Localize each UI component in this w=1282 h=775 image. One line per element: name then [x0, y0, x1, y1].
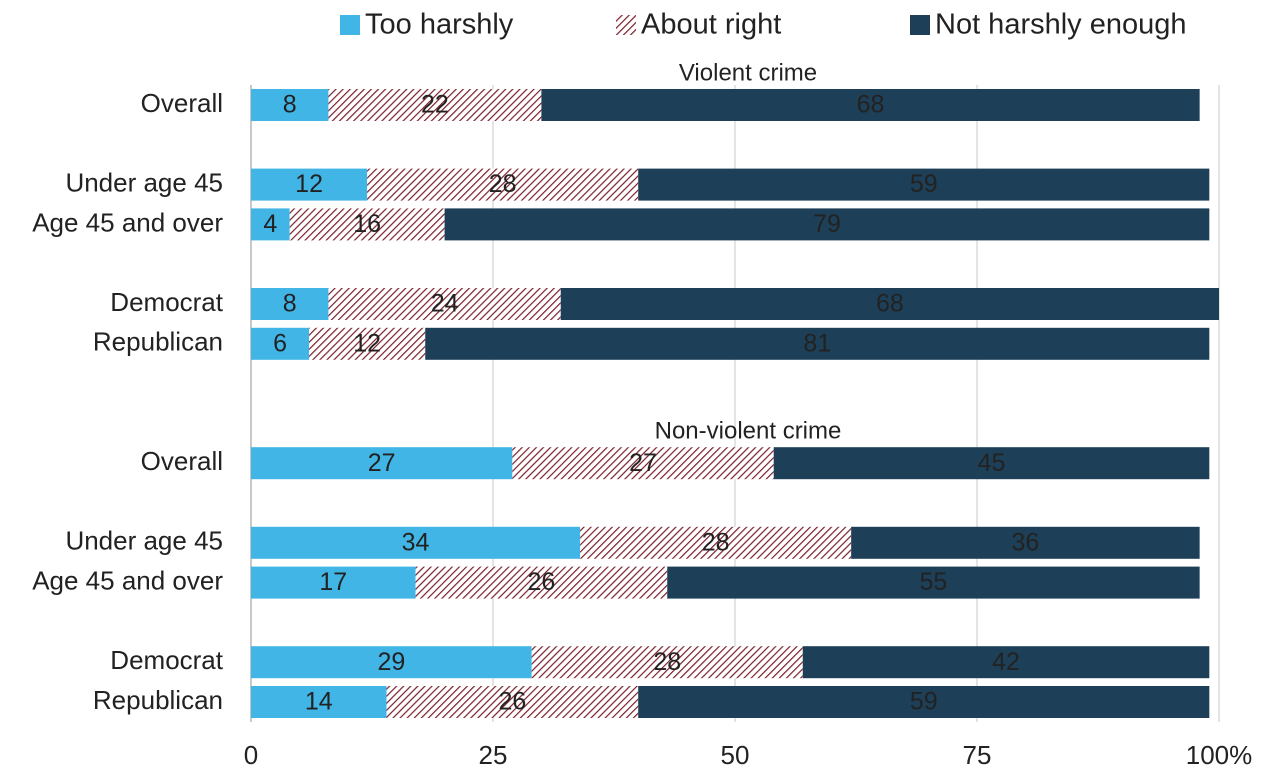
bar-segment	[560, 288, 1219, 320]
bar-segment	[251, 686, 387, 718]
bar-segment	[773, 447, 1210, 480]
x-tick-label: 25	[479, 740, 508, 770]
bar-segment	[251, 447, 513, 480]
y-tick-label: Republican	[93, 327, 223, 357]
y-tick-label: Overall	[141, 88, 223, 118]
y-tick-label: Under age 45	[65, 526, 223, 556]
x-tick-label: 50	[721, 740, 750, 770]
legend-swatch	[616, 15, 636, 35]
y-tick-label: Republican	[93, 685, 223, 715]
bar-segment	[851, 526, 1200, 559]
bar-segment	[415, 566, 668, 599]
bar-segment	[638, 168, 1210, 201]
value-label: 26	[527, 568, 555, 596]
bar-segment	[251, 208, 290, 241]
bar-segment	[580, 526, 852, 559]
value-label: 29	[377, 648, 405, 676]
value-label: 17	[319, 568, 347, 596]
bar-segment	[251, 566, 416, 599]
value-label: 68	[857, 91, 885, 119]
bar-segment	[251, 89, 329, 121]
bar-segment	[251, 327, 310, 360]
value-label: 79	[813, 210, 841, 238]
legend-label: Not harshly enough	[935, 9, 1187, 41]
value-label: 27	[629, 449, 657, 477]
value-label: 4	[263, 210, 277, 238]
value-label: 14	[305, 688, 333, 716]
value-label: 6	[273, 329, 287, 357]
value-label: 59	[910, 170, 938, 198]
legend-swatch	[910, 15, 930, 35]
value-label: 8	[283, 91, 297, 119]
bar-segment	[251, 526, 581, 559]
value-label: 81	[803, 329, 831, 357]
y-tick-label: Democrat	[110, 287, 223, 317]
value-label: 59	[910, 688, 938, 716]
y-tick-label: Age 45 and over	[32, 207, 223, 237]
y-tick-label: Age 45 and over	[32, 565, 223, 595]
legend-swatch	[340, 15, 360, 35]
value-label: 36	[1011, 528, 1039, 556]
x-tick-label: 100%	[1186, 740, 1253, 770]
bar-segment	[309, 327, 426, 360]
bar-segment	[328, 288, 561, 320]
value-label: 27	[368, 449, 396, 477]
bar-segment	[512, 447, 774, 480]
value-label: 42	[992, 648, 1020, 676]
value-label: 24	[431, 290, 459, 318]
value-label: 28	[702, 528, 730, 556]
value-label: 68	[876, 290, 904, 318]
value-label: 8	[283, 290, 297, 318]
group-label: Non-violent crime	[655, 418, 842, 445]
bar-segment	[541, 89, 1200, 121]
bar-segment	[251, 168, 368, 201]
group-label: Violent crime	[679, 59, 817, 86]
x-tick-label: 75	[963, 740, 992, 770]
value-label: 55	[920, 568, 948, 596]
bar-segment	[251, 646, 532, 679]
bar-segment	[425, 327, 1210, 360]
legend-label: Too harshly	[365, 9, 514, 41]
value-label: 12	[295, 170, 323, 198]
y-tick-label: Overall	[141, 446, 223, 476]
value-label: 16	[353, 210, 381, 238]
bar-segment	[638, 686, 1210, 718]
bar-segment	[667, 566, 1200, 599]
bar-segment	[251, 288, 329, 320]
value-label: 28	[653, 648, 681, 676]
y-tick-label: Democrat	[110, 645, 223, 675]
value-label: 34	[402, 528, 430, 556]
bar-segment	[802, 646, 1210, 679]
bar-segment	[367, 168, 639, 201]
x-tick-label: 0	[244, 740, 258, 770]
value-label: 28	[489, 170, 517, 198]
bar-segment	[386, 686, 639, 718]
legend-label: About right	[641, 9, 781, 41]
bar-segment	[531, 646, 803, 679]
value-label: 26	[498, 688, 526, 716]
bar-segment	[444, 208, 1210, 241]
bar-segment	[328, 89, 542, 121]
bar-segment	[289, 208, 445, 241]
y-tick-label: Under age 45	[65, 167, 223, 197]
value-label: 45	[978, 449, 1006, 477]
value-label: 22	[421, 91, 449, 119]
value-label: 12	[353, 329, 381, 357]
